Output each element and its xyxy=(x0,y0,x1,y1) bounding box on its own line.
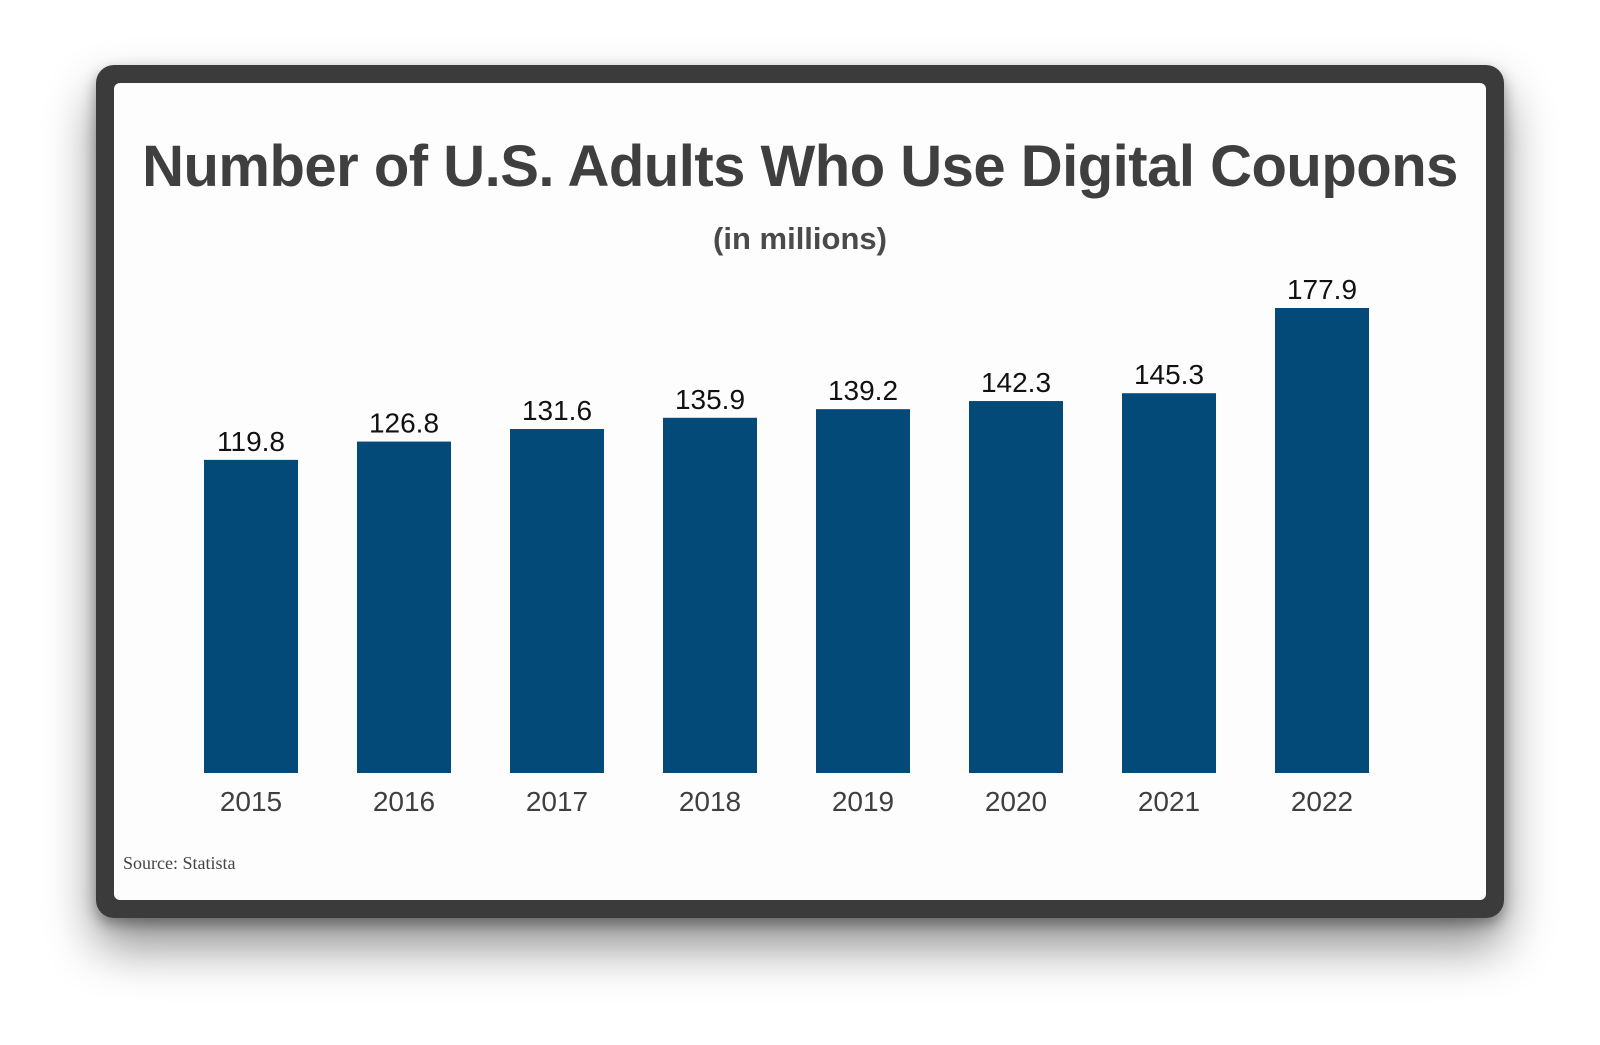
value-label-2022: 177.9 xyxy=(1287,274,1357,305)
chart-subtitle: (in millions) xyxy=(713,221,887,256)
value-label-2017: 131.6 xyxy=(522,395,592,426)
bar-2020 xyxy=(969,401,1063,773)
x-tick-2018: 2018 xyxy=(679,786,741,817)
bar-2022 xyxy=(1275,308,1369,773)
x-tick-2016: 2016 xyxy=(373,786,435,817)
bar-2018 xyxy=(663,417,757,773)
x-tick-2020: 2020 xyxy=(985,786,1047,817)
value-label-2016: 126.8 xyxy=(369,408,439,439)
chart-title: Number of U.S. Adults Who Use Digital Co… xyxy=(142,134,1458,199)
value-label-2018: 135.9 xyxy=(675,384,745,415)
bar-2021 xyxy=(1122,393,1216,773)
bar-2017 xyxy=(510,429,604,773)
screen-frame: Number of U.S. Adults Who Use Digital Co… xyxy=(96,65,1504,918)
bars-group xyxy=(204,308,1369,773)
x-tick-2019: 2019 xyxy=(832,786,894,817)
bar-2016 xyxy=(357,441,451,773)
x-tick-labels-group: 2015 2016 2017 2018 2019 2020 2021 2022 xyxy=(220,786,1353,817)
value-label-2020: 142.3 xyxy=(981,367,1051,398)
bar-2015 xyxy=(204,459,298,773)
value-labels-group: 119.8 126.8 131.6 135.9 139.2 142.3 145.3 177.9 xyxy=(217,274,1357,457)
bar-chart: 119.8 126.8 131.6 135.9 139.2 142.3 145.3 177.9… xyxy=(204,274,1369,817)
x-tick-2021: 2021 xyxy=(1138,786,1200,817)
x-tick-2022: 2022 xyxy=(1291,786,1353,817)
x-tick-2015: 2015 xyxy=(220,786,282,817)
value-label-2019: 139.2 xyxy=(828,375,898,406)
source-note: Source: Statista xyxy=(123,853,236,873)
chart-panel: Number of U.S. Adults Who Use Digital Co… xyxy=(114,83,1486,900)
value-label-2021: 145.3 xyxy=(1134,359,1204,390)
x-tick-2017: 2017 xyxy=(526,786,588,817)
bar-2019 xyxy=(816,409,910,773)
value-label-2015: 119.8 xyxy=(217,426,285,457)
